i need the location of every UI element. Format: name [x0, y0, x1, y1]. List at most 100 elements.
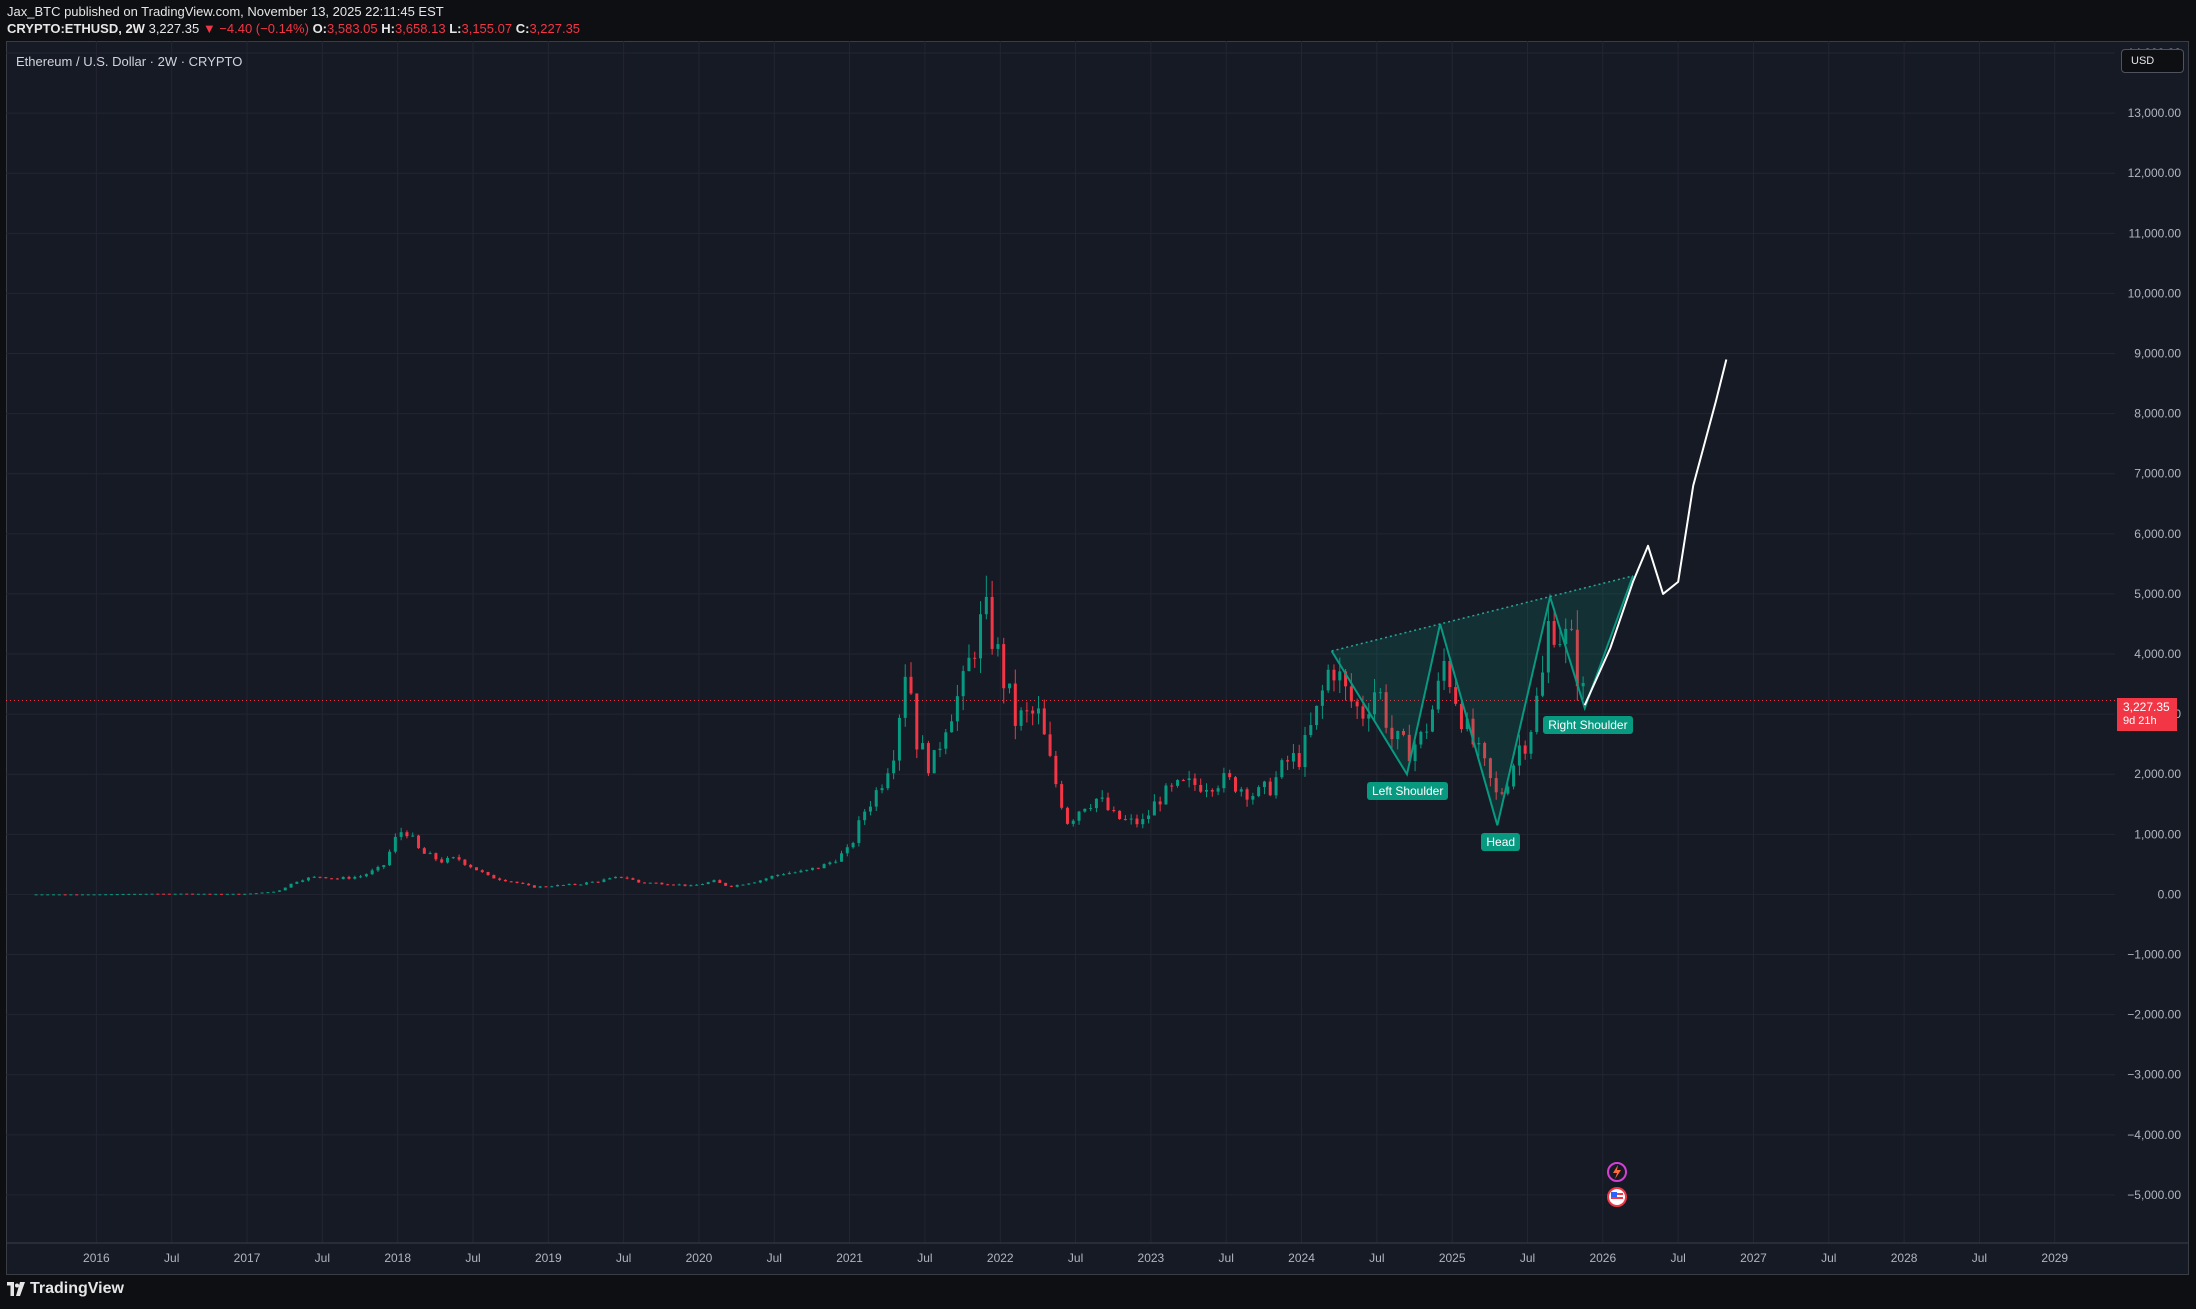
candle-body: [955, 696, 959, 722]
candle-body: [648, 882, 652, 884]
candle-body: [57, 894, 61, 896]
candle-body: [422, 848, 426, 854]
candle-body: [225, 893, 229, 895]
chart-frame[interactable]: [6, 41, 2189, 1275]
publisher-line: Jax_BTC published on TradingView.com, No…: [7, 4, 444, 19]
close-value: 3,227.35: [529, 21, 581, 36]
candle-body: [1286, 760, 1290, 762]
candle-body: [1199, 784, 1203, 792]
y-tick-label: −4,000.00: [2127, 1128, 2181, 1142]
candle-body: [1436, 680, 1440, 710]
candle-body: [793, 872, 797, 874]
candle-body: [1141, 819, 1145, 825]
candle-body: [191, 893, 195, 895]
candle-body: [811, 867, 815, 870]
y-tick-label: 0.00: [2158, 887, 2182, 901]
candle-body: [393, 836, 397, 852]
tradingview-icon: [7, 1282, 25, 1296]
candle-body: [266, 892, 270, 894]
candle-body: [880, 788, 884, 791]
candle-body: [1407, 734, 1411, 762]
candle-body: [741, 884, 745, 886]
x-tick-label: Jul: [1821, 1251, 1836, 1265]
right-shoulder-label[interactable]: Right Shoulder: [1543, 716, 1633, 735]
candle-body: [1529, 731, 1533, 754]
candle-body: [590, 881, 594, 883]
candle-body: [1506, 786, 1510, 794]
candle-body: [834, 861, 838, 863]
candle-body: [1303, 735, 1307, 768]
head-label[interactable]: Head: [1481, 833, 1521, 852]
candle-body: [845, 847, 849, 854]
candle-body: [1193, 778, 1197, 785]
candle-body: [886, 773, 890, 789]
x-tick-label: 2027: [1740, 1251, 1767, 1265]
tradingview-logo[interactable]: TradingView: [7, 1280, 124, 1298]
candle-body: [1500, 792, 1504, 794]
candle-body: [1071, 820, 1075, 824]
candle-body: [127, 893, 131, 895]
x-tick-label: 2017: [234, 1251, 261, 1265]
candle-body: [677, 884, 681, 886]
candle-body: [1349, 686, 1353, 702]
x-tick-label: 2019: [535, 1251, 562, 1265]
left-shoulder-label[interactable]: Left Shoulder: [1366, 782, 1449, 801]
candle-body: [909, 676, 913, 694]
y-tick-label: −2,000.00: [2127, 1008, 2181, 1022]
candle-body: [631, 878, 635, 880]
candle-body: [1210, 790, 1214, 792]
candle-body: [637, 879, 641, 883]
currency-button[interactable]: USD: [2121, 49, 2184, 73]
candle-body: [138, 893, 142, 895]
candle-body: [961, 671, 965, 697]
candle-body: [1320, 690, 1324, 706]
x-tick-label: 2029: [2041, 1251, 2068, 1265]
candle-body: [295, 881, 299, 884]
candle-body: [503, 879, 507, 882]
candle-body: [556, 884, 560, 887]
x-tick-label: 2026: [1589, 1251, 1616, 1265]
symbol-label: CRYPTO:ETHUSD, 2W: [7, 21, 145, 36]
y-tick-label: 8,000.00: [2134, 407, 2181, 421]
candle-body: [492, 875, 496, 879]
candle-body: [695, 884, 699, 886]
candle-body: [1094, 798, 1098, 809]
candle-body: [324, 877, 328, 879]
event-lightning-icon[interactable]: [1606, 1161, 1628, 1183]
candle-body: [996, 644, 1000, 649]
candle-body: [1228, 773, 1232, 778]
price-tag-countdown: 9d 21h: [2123, 715, 2157, 727]
candle-body: [1361, 706, 1365, 719]
candle-body: [567, 883, 571, 885]
candle-body: [69, 894, 73, 896]
candle-body: [1396, 730, 1400, 740]
candle-body: [254, 893, 258, 895]
candle-body: [98, 894, 102, 896]
candle-body: [938, 748, 942, 751]
candle-body: [764, 878, 768, 881]
candle-body: [816, 867, 820, 869]
y-tick-label: −5,000.00: [2127, 1188, 2181, 1202]
y-tick-label: 11,000.00: [2129, 226, 2182, 240]
symbol-title: Ethereum / U.S. Dollar · 2W · CRYPTO: [16, 54, 243, 69]
candle-body: [249, 893, 253, 895]
candle-body: [1118, 810, 1122, 820]
candle-body: [527, 883, 531, 886]
candle-body: [80, 894, 84, 896]
candle-body: [1378, 692, 1382, 694]
candle-body: [1112, 810, 1116, 812]
candle-body: [822, 864, 826, 869]
candle-body: [1233, 777, 1237, 792]
candle-body: [1402, 730, 1406, 735]
high-value: 3,658.13: [394, 21, 446, 36]
candle-body: [979, 614, 983, 659]
candle-body: [1181, 780, 1185, 782]
candle-body: [1147, 815, 1151, 820]
event-flag-icon[interactable]: [1606, 1186, 1628, 1208]
candle-body: [353, 876, 357, 879]
candle-body: [874, 790, 878, 807]
candle-body: [892, 760, 896, 774]
candle-body: [753, 882, 757, 884]
candle-body: [1257, 787, 1261, 797]
